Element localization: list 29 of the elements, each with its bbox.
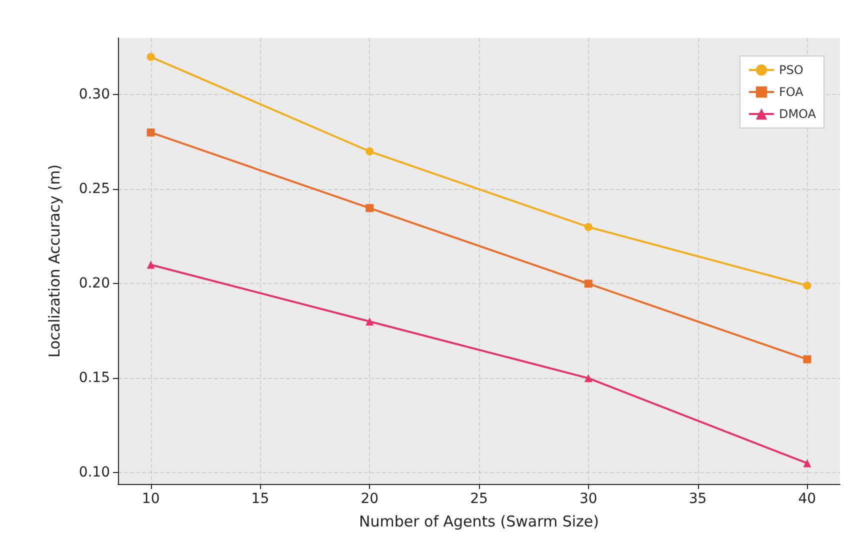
point	[366, 147, 374, 156]
point	[803, 459, 812, 468]
y-tick-label: 0.20	[78, 276, 110, 292]
point	[146, 128, 155, 136]
x-tick-label: 35	[688, 491, 707, 507]
point	[366, 317, 374, 326]
point	[584, 374, 592, 382]
point	[146, 52, 155, 61]
point	[803, 355, 812, 364]
x-tick-label: 30	[579, 491, 598, 507]
point	[146, 260, 155, 269]
legend-label: DMOA	[778, 107, 817, 121]
y-tick-label: 0.10	[78, 464, 110, 481]
x-tick-label: 15	[251, 491, 270, 507]
x-tick-label: 25	[470, 491, 488, 507]
x-axis-title: Number of Agents (Swarm Size)	[359, 512, 599, 530]
legend-label: FOA	[778, 85, 804, 99]
point	[584, 280, 592, 288]
point	[366, 204, 374, 212]
x-tick-label: 20	[360, 491, 379, 507]
x-tick-label: 10	[142, 491, 160, 507]
point	[584, 222, 592, 231]
y-tick-label: 0.30	[78, 86, 110, 103]
y-tick-label: 0.15	[78, 370, 110, 386]
y-tick-label: 0.25	[78, 181, 110, 198]
y-axis-title: Localization Accuracy (m)	[46, 164, 64, 358]
legend-label: PSO	[778, 63, 804, 77]
point	[803, 282, 812, 290]
x-tick-label: 40	[798, 491, 816, 507]
